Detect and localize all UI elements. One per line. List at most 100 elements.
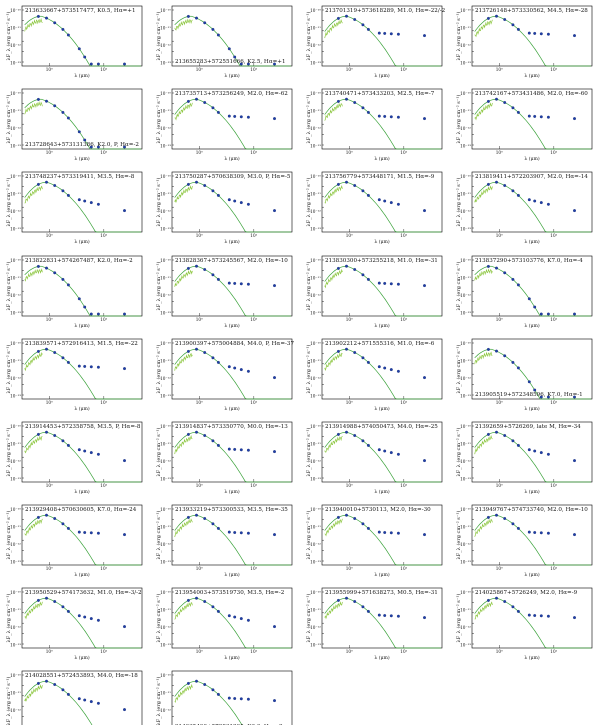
photometry-point bbox=[539, 201, 543, 205]
model-curve bbox=[174, 680, 243, 725]
spectrum bbox=[324, 102, 343, 121]
y-tick-label: 10⁻¹⁰ bbox=[310, 424, 321, 429]
photometry-point bbox=[233, 615, 237, 619]
model-curve bbox=[174, 348, 291, 400]
x-axis-label: λ (μm) bbox=[74, 72, 90, 79]
photometry-point bbox=[246, 282, 250, 286]
y-axis-label: λF_λ (erg cm⁻² s⁻¹) bbox=[5, 11, 12, 60]
y-axis-label: λF_λ (erg cm⁻² s⁻¹) bbox=[305, 94, 312, 143]
x-axis-label: λ (μm) bbox=[224, 238, 240, 245]
y-tick-label: 10⁻¹⁰ bbox=[10, 673, 21, 678]
photometry-point bbox=[336, 432, 340, 436]
model-curve bbox=[24, 98, 141, 150]
panel-label: 213655283+572551666, K2.5, Hα=+1 bbox=[175, 59, 286, 65]
photometry-point bbox=[96, 531, 100, 535]
x-tick-label: 10¹ bbox=[250, 400, 257, 405]
photometry-point bbox=[239, 201, 243, 205]
y-tick-label: 10⁻¹³ bbox=[460, 227, 471, 232]
spectrum bbox=[174, 102, 193, 121]
y-tick-label: 10⁻¹⁰ bbox=[310, 174, 321, 179]
y-tick-label: 10⁻¹⁰ bbox=[10, 8, 21, 13]
photometry-point bbox=[61, 277, 65, 281]
y-tick-label: 10⁻¹¹ bbox=[310, 276, 321, 281]
y-tick-label: 10⁻¹¹ bbox=[160, 276, 171, 281]
x-tick-label: 10¹ bbox=[100, 67, 107, 72]
photometry-point bbox=[377, 530, 381, 534]
photometry-point bbox=[511, 360, 515, 364]
y-axis-label: λF_λ (erg cm⁻² s⁻¹) bbox=[5, 344, 12, 393]
photometry-point bbox=[353, 351, 357, 354]
panel-label: 213940010+5730113, M2.0, Hα=-30 bbox=[325, 507, 431, 513]
photometry-point bbox=[366, 526, 370, 530]
y-tick-label: 10⁻¹³ bbox=[10, 227, 21, 232]
panel-frame bbox=[471, 255, 593, 317]
y-tick-label: 10⁻¹¹ bbox=[10, 192, 21, 197]
model-curve bbox=[324, 348, 441, 400]
photometry-point bbox=[227, 696, 231, 700]
model-curve bbox=[474, 431, 591, 483]
photometry-point bbox=[45, 99, 48, 103]
photometry-point bbox=[77, 130, 81, 134]
panel-label: 213929408+570630605, K7.0, Hα=-24 bbox=[25, 507, 137, 513]
photometry-point bbox=[66, 116, 70, 120]
panel-frame bbox=[171, 171, 293, 233]
spectrum bbox=[24, 268, 43, 282]
photometry-point bbox=[61, 356, 65, 360]
photometry-point bbox=[246, 369, 250, 373]
photometry-point bbox=[203, 184, 207, 187]
photometry-point bbox=[361, 23, 365, 27]
panel-frame bbox=[471, 587, 593, 649]
photometry-point bbox=[61, 688, 65, 692]
photometry-point bbox=[546, 395, 550, 399]
y-tick-label: 10⁻¹³ bbox=[10, 477, 21, 482]
x-tick-label: 10¹ bbox=[100, 150, 107, 155]
x-tick-label: 10⁰ bbox=[196, 566, 203, 571]
photometry-point bbox=[239, 115, 243, 119]
x-axis-label: λ (μm) bbox=[224, 654, 240, 661]
model-curve bbox=[474, 181, 591, 233]
photometry-point bbox=[511, 189, 515, 193]
y-tick-label: 10⁻¹⁰ bbox=[460, 91, 471, 96]
photometry-point bbox=[216, 360, 220, 364]
photometry-point bbox=[383, 449, 387, 453]
photometry-point bbox=[36, 681, 40, 685]
x-tick-label: 10¹ bbox=[550, 317, 557, 322]
panel-frame bbox=[471, 421, 593, 483]
y-axis-label: λF_λ (erg cm⁻² s⁻¹) bbox=[305, 344, 312, 393]
model-curve bbox=[24, 265, 141, 317]
photometry-point bbox=[53, 351, 57, 354]
y-tick-label: 10⁻¹¹ bbox=[310, 109, 321, 114]
photometry-point bbox=[211, 273, 215, 277]
x-axis-label: λ (μm) bbox=[374, 238, 390, 245]
y-axis-label: λF_λ (erg cm⁻² s⁻¹) bbox=[455, 177, 462, 226]
panel-frame bbox=[321, 88, 443, 150]
photometry-point bbox=[361, 522, 365, 526]
model-curve bbox=[324, 265, 441, 317]
photometry-point bbox=[396, 282, 400, 286]
spectrum bbox=[324, 18, 343, 39]
photometry-point bbox=[273, 625, 276, 629]
photometry-point bbox=[383, 366, 387, 370]
y-tick-label: 10⁻¹³ bbox=[10, 643, 21, 648]
photometry-point bbox=[503, 101, 507, 104]
photometry-point bbox=[336, 349, 340, 353]
photometry-point bbox=[396, 614, 400, 618]
photometry-point bbox=[423, 117, 426, 121]
model-curve bbox=[324, 514, 441, 566]
photometry-point bbox=[89, 700, 93, 704]
y-tick-label: 10⁻¹³ bbox=[460, 311, 471, 316]
photometry-point bbox=[527, 297, 531, 301]
photometry-point bbox=[233, 55, 237, 59]
y-tick-label: 10⁻¹¹ bbox=[160, 608, 171, 613]
panel-label: 213740471+573433203, M2.5, Hα=-7 bbox=[325, 91, 435, 97]
photometry-point bbox=[539, 312, 543, 316]
photometry-point bbox=[53, 184, 57, 187]
y-axis-label: λF_λ (erg cm⁻² s⁻¹) bbox=[5, 427, 12, 476]
photometry-point bbox=[66, 526, 70, 530]
spectrum bbox=[24, 100, 43, 115]
y-tick-label: 10⁻¹² bbox=[10, 376, 21, 381]
y-tick-label: 10⁻¹¹ bbox=[310, 608, 321, 613]
x-tick-label: 10¹ bbox=[400, 649, 407, 654]
